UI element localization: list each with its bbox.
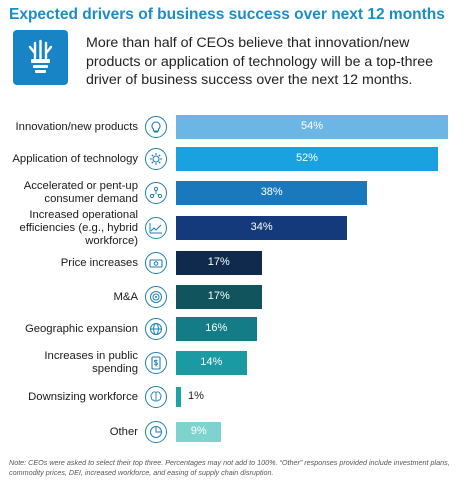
document-dollar-icon	[145, 352, 167, 374]
intro-text: More than half of CEOs believe that inno…	[86, 35, 434, 88]
pie-chart-icon	[145, 421, 167, 443]
data-label: 9%	[190, 425, 207, 437]
bar	[176, 317, 257, 341]
bar	[176, 181, 368, 205]
category-label: M&A	[113, 290, 138, 303]
category-label: Downsizing workforce	[28, 390, 138, 403]
target-icon	[145, 286, 167, 308]
bar	[176, 147, 438, 171]
data-label: 52%	[295, 152, 318, 164]
bar	[176, 115, 448, 139]
data-label: 16%	[205, 322, 228, 334]
people-network-icon	[145, 182, 167, 204]
money-icon	[145, 252, 167, 274]
category-label: Increases in public spending	[44, 350, 138, 375]
category-label: Geographic expansion	[24, 322, 138, 335]
category-label: Increased operational efficiencies (e.g.…	[19, 208, 138, 247]
data-label: 54%	[300, 120, 324, 132]
lightbulb-icon	[13, 30, 68, 85]
data-label: 38%	[260, 186, 283, 198]
bar	[176, 251, 262, 275]
bar	[176, 387, 182, 407]
lightbulb-icon	[145, 116, 167, 138]
bar	[176, 422, 222, 442]
footnote: Note: CEOs were asked to select their to…	[9, 458, 450, 477]
gear-bulb-icon	[145, 148, 167, 170]
data-label: 17%	[207, 256, 230, 268]
data-label: 1%	[188, 390, 204, 402]
category-label: Other	[109, 425, 138, 438]
data-label: 14%	[200, 356, 223, 368]
category-label: Innovation/new products	[15, 120, 138, 133]
globe-icon	[145, 318, 167, 340]
brain-icon	[145, 386, 167, 408]
data-label: 17%	[207, 290, 230, 302]
category-label: Application of technology	[12, 152, 138, 165]
category-label: Accelerated or pent-up consumer demand	[23, 180, 138, 205]
bar	[176, 285, 262, 309]
bar	[176, 216, 348, 240]
trend-line-icon	[145, 217, 167, 239]
chart-title: Expected drivers of business success ove…	[9, 6, 445, 23]
category-label: Price increases	[60, 256, 138, 269]
bar	[176, 351, 247, 375]
data-label: 34%	[250, 221, 273, 233]
